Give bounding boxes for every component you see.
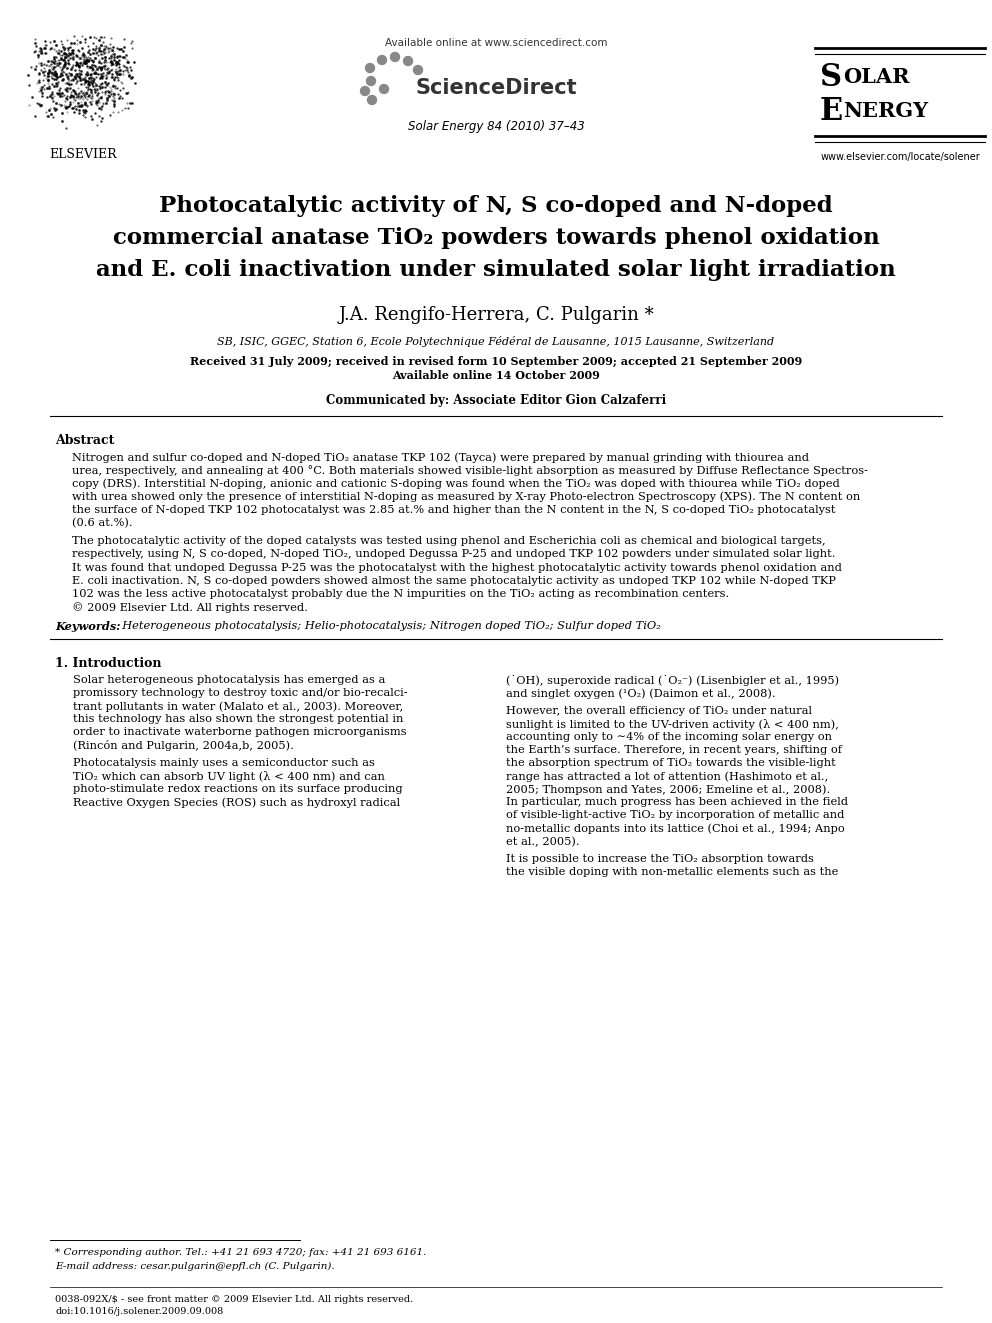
Circle shape [367,95,377,105]
Circle shape [360,86,369,95]
Text: * Corresponding author. Tel.: +41 21 693 4720; fax: +41 21 693 6161.: * Corresponding author. Tel.: +41 21 693… [55,1248,427,1257]
Text: E-mail address: cesar.pulgarin@epfl.ch (C. Pulgarin).: E-mail address: cesar.pulgarin@epfl.ch (… [55,1262,334,1271]
Text: and E. coli inactivation under simulated solar light irradiation: and E. coli inactivation under simulated… [96,259,896,280]
Text: no-metallic dopants into its lattice (Choi et al., 1994; Anpo: no-metallic dopants into its lattice (Ch… [506,823,845,833]
Text: Solar heterogeneous photocatalysis has emerged as a: Solar heterogeneous photocatalysis has e… [73,676,385,685]
Text: promissory technology to destroy toxic and/or bio-recalci-: promissory technology to destroy toxic a… [73,688,408,699]
Text: © 2009 Elsevier Ltd. All rights reserved.: © 2009 Elsevier Ltd. All rights reserved… [72,602,308,613]
Text: Available online at www.sciencedirect.com: Available online at www.sciencedirect.co… [385,38,607,48]
Text: 2005; Thompson and Yates, 2006; Emeline et al., 2008).: 2005; Thompson and Yates, 2006; Emeline … [506,785,830,795]
Text: OLAR: OLAR [843,67,910,87]
Text: www.elsevier.com/locate/solener: www.elsevier.com/locate/solener [820,152,980,161]
Text: In particular, much progress has been achieved in the field: In particular, much progress has been ac… [506,798,848,807]
Text: the Earth’s surface. Therefore, in recent years, shifting of: the Earth’s surface. Therefore, in recen… [506,745,842,755]
Text: ScienceDirect: ScienceDirect [416,78,576,98]
Circle shape [414,66,423,74]
Text: of visible-light-active TiO₂ by incorporation of metallic and: of visible-light-active TiO₂ by incorpor… [506,811,844,820]
Text: J.A. Rengifo-Herrera, C. Pulgarin *: J.A. Rengifo-Herrera, C. Pulgarin * [338,306,654,324]
Text: doi:10.1016/j.solener.2009.09.008: doi:10.1016/j.solener.2009.09.008 [55,1307,223,1316]
Circle shape [380,85,389,94]
Text: commercial anatase TiO₂ powders towards phenol oxidation: commercial anatase TiO₂ powders towards … [113,228,879,249]
Text: Keywords:: Keywords: [55,622,120,632]
Text: Photocatalytic activity of N, S co-doped and N-doped: Photocatalytic activity of N, S co-doped… [159,194,833,217]
Circle shape [391,53,400,61]
Circle shape [365,64,375,73]
Text: It was found that undoped Degussa P-25 was the photocatalyst with the highest ph: It was found that undoped Degussa P-25 w… [72,562,842,573]
Text: range has attracted a lot of attention (Hashimoto et al.,: range has attracted a lot of attention (… [506,771,828,782]
Text: NERGY: NERGY [843,101,929,120]
Text: et al., 2005).: et al., 2005). [506,836,579,847]
Text: 0038-092X/$ - see front matter © 2009 Elsevier Ltd. All rights reserved.: 0038-092X/$ - see front matter © 2009 El… [55,1295,414,1304]
Text: E: E [820,97,843,127]
Text: Nitrogen and sulfur co-doped and N-doped TiO₂ anatase TKP 102 (Tayca) were prepa: Nitrogen and sulfur co-doped and N-doped… [72,452,809,463]
Text: TiO₂ which can absorb UV light (λ < 400 nm) and can: TiO₂ which can absorb UV light (λ < 400 … [73,771,385,782]
Text: ELSEVIER: ELSEVIER [50,148,117,161]
Text: SB, ISIC, GGEC, Station 6, Ecole Polytechnique Fédéral de Lausanne, 1015 Lausann: SB, ISIC, GGEC, Station 6, Ecole Polytec… [217,336,775,347]
Text: accounting only to ∼4% of the incoming solar energy on: accounting only to ∼4% of the incoming s… [506,733,832,742]
Text: (Rincón and Pulgarin, 2004a,b, 2005).: (Rincón and Pulgarin, 2004a,b, 2005). [73,741,294,751]
Text: respectively, using N, S co-doped, N-doped TiO₂, undoped Degussa P-25 and undope: respectively, using N, S co-doped, N-dop… [72,549,835,560]
Text: 1. Introduction: 1. Introduction [55,658,162,671]
Text: urea, respectively, and annealing at 400 °C. Both materials showed visible-light: urea, respectively, and annealing at 400… [72,466,868,476]
Text: Solar Energy 84 (2010) 37–43: Solar Energy 84 (2010) 37–43 [408,120,584,134]
Text: The photocatalytic activity of the doped catalysts was tested using phenol and E: The photocatalytic activity of the doped… [72,536,825,546]
Text: copy (DRS). Interstitial N-doping, anionic and cationic S-doping was found when : copy (DRS). Interstitial N-doping, anion… [72,479,840,490]
Circle shape [366,77,376,86]
Text: Photocatalysis mainly uses a semiconductor such as: Photocatalysis mainly uses a semiconduct… [73,758,375,769]
Circle shape [378,56,387,65]
Text: the visible doping with non-metallic elements such as the: the visible doping with non-metallic ele… [506,868,838,877]
Text: Available online 14 October 2009: Available online 14 October 2009 [392,370,600,381]
Text: order to inactivate waterborne pathogen microorganisms: order to inactivate waterborne pathogen … [73,728,407,737]
Text: 102 was the less active photocatalyst probably due the N impurities on the TiO₂ : 102 was the less active photocatalyst pr… [72,589,729,599]
Text: sunlight is limited to the UV-driven activity (λ < 400 nm),: sunlight is limited to the UV-driven act… [506,720,839,730]
Text: the surface of N-doped TKP 102 photocatalyst was 2.85 at.% and higher than the N: the surface of N-doped TKP 102 photocata… [72,505,835,515]
Text: photo-stimulate redox reactions on its surface producing: photo-stimulate redox reactions on its s… [73,785,403,794]
Text: Heterogeneous photocatalysis; Helio-photocatalysis; Nitrogen doped TiO₂; Sulfur : Heterogeneous photocatalysis; Helio-phot… [115,622,661,631]
Text: the absorption spectrum of TiO₂ towards the visible-light: the absorption spectrum of TiO₂ towards … [506,758,835,769]
Text: S: S [820,62,842,93]
Text: and singlet oxygen (¹O₂) (Daimon et al., 2008).: and singlet oxygen (¹O₂) (Daimon et al.,… [506,688,776,699]
Text: Abstract: Abstract [55,434,114,447]
Text: this technology has also shown the strongest potential in: this technology has also shown the stron… [73,714,404,725]
Text: with urea showed only the presence of interstitial N-doping as measured by X-ray: with urea showed only the presence of in… [72,492,860,503]
Text: Communicated by: Associate Editor Gion Calzaferri: Communicated by: Associate Editor Gion C… [326,394,666,407]
Text: (0.6 at.%).: (0.6 at.%). [72,519,133,528]
Text: Reactive Oxygen Species (ROS) such as hydroxyl radical: Reactive Oxygen Species (ROS) such as hy… [73,798,400,808]
Text: Received 31 July 2009; received in revised form 10 September 2009; accepted 21 S: Received 31 July 2009; received in revis… [189,356,803,366]
Text: (˙OH), superoxide radical (˙O₂⁻) (Lisenbigler et al., 1995): (˙OH), superoxide radical (˙O₂⁻) (Lisenb… [506,676,839,687]
Text: However, the overall efficiency of TiO₂ under natural: However, the overall efficiency of TiO₂ … [506,706,812,716]
Circle shape [404,57,413,66]
Text: It is possible to increase the TiO₂ absorption towards: It is possible to increase the TiO₂ abso… [506,855,813,864]
Text: trant pollutants in water (Malato et al., 2003). Moreover,: trant pollutants in water (Malato et al.… [73,701,404,712]
Text: E. coli inactivation. N, S co-doped powders showed almost the same photocatalyti: E. coli inactivation. N, S co-doped powd… [72,576,836,586]
